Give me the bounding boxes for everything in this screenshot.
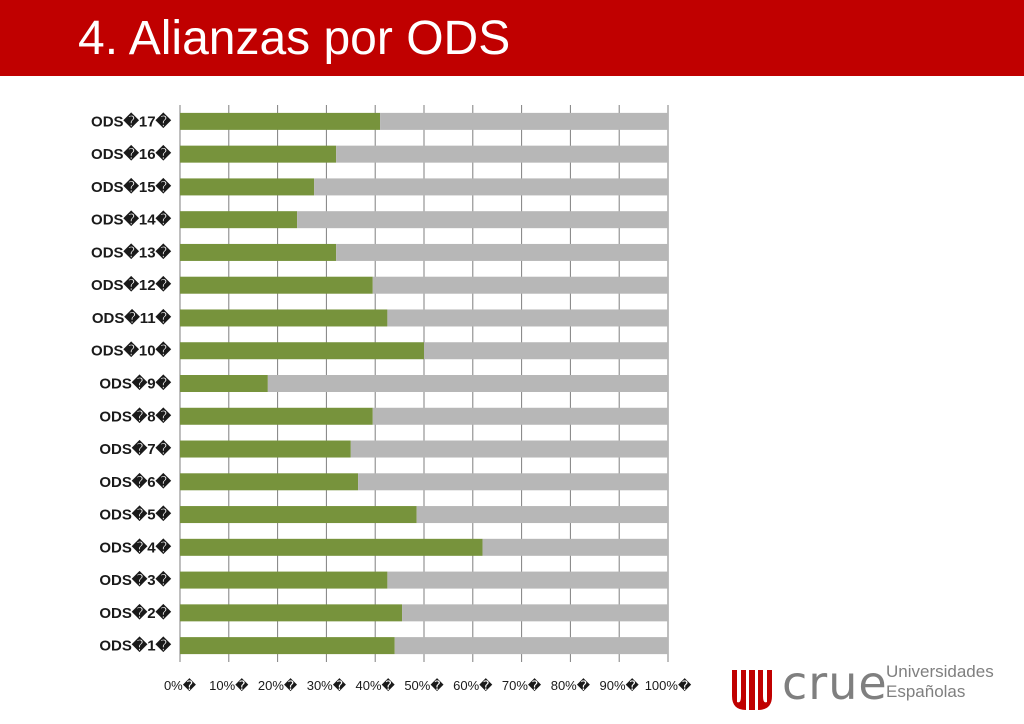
bar-series1-3: [180, 571, 388, 589]
bar-series1-8: [180, 407, 373, 425]
crue-subtitle-line1: Universidades: [886, 662, 994, 681]
bar-series1-17: [180, 112, 381, 130]
x-tick-label-2: 20%�: [258, 678, 298, 693]
bar-series1-14: [180, 211, 298, 229]
bar-series2-11: [387, 309, 668, 327]
bar-series2-7: [350, 440, 668, 458]
y-tick-label-5: ODS�5�: [99, 505, 171, 524]
x-tick-label-4: 40%�: [356, 678, 396, 693]
bar-series1-10: [180, 342, 424, 360]
bar-series1-2: [180, 604, 403, 622]
bar-series1-11: [180, 309, 388, 327]
x-tick-label-9: 90%�: [600, 678, 640, 693]
y-tick-label-6: ODS�6�: [99, 472, 171, 491]
x-tick-label-7: 70%�: [502, 678, 542, 693]
bar-series2-14: [297, 211, 668, 229]
bar-series2-13: [336, 243, 668, 261]
crue-wordmark: crue: [782, 656, 888, 710]
y-tick-label-16: ODS�16�: [91, 144, 172, 163]
bar-series2-5: [416, 506, 668, 524]
y-tick-label-17: ODS�17�: [91, 111, 172, 130]
bar-series1-1: [180, 637, 395, 655]
crue-mark-icon: [732, 670, 772, 710]
crue-subtitle: Universidades Españolas: [886, 662, 994, 702]
bar-series2-6: [358, 473, 668, 491]
y-tick-label-13: ODS�13�: [91, 242, 172, 261]
bar-series2-15: [314, 178, 668, 196]
y-tick-label-11: ODS�11�: [92, 308, 172, 327]
x-tick-label-1: 10%�: [209, 678, 249, 693]
y-tick-label-14: ODS�14�: [91, 210, 172, 229]
y-tick-label-4: ODS�4�: [99, 537, 171, 556]
x-tick-label-0: 0%�: [164, 678, 197, 693]
bar-series1-4: [180, 538, 483, 556]
y-tick-label-12: ODS�12�: [91, 275, 172, 294]
bar-series1-13: [180, 243, 337, 261]
bar-series1-5: [180, 506, 417, 524]
bar-series1-15: [180, 178, 315, 196]
bar-series1-16: [180, 145, 337, 163]
bar-series1-9: [180, 375, 268, 392]
y-tick-label-9: ODS�9�: [99, 374, 171, 393]
bar-series2-2: [402, 604, 668, 622]
y-tick-label-8: ODS�8�: [99, 406, 171, 425]
bar-series1-7: [180, 440, 351, 458]
y-tick-label-15: ODS�15�: [91, 177, 172, 196]
bar-series1-6: [180, 473, 359, 491]
bar-series2-4: [482, 538, 668, 556]
bar-series2-8: [372, 407, 668, 425]
bar-series2-17: [380, 112, 668, 130]
bar-series2-10: [424, 342, 668, 360]
x-tick-label-6: 60%�: [453, 678, 493, 693]
x-tick-label-8: 80%�: [551, 678, 591, 693]
bar-series2-16: [336, 145, 668, 163]
bar-series2-9: [267, 375, 668, 392]
y-tick-label-10: ODS�10�: [91, 341, 172, 360]
crue-logo: crue Universidades Españolas: [730, 656, 1000, 712]
page-title: 4. Alianzas por ODS: [78, 12, 511, 65]
y-tick-label-3: ODS�3�: [99, 570, 171, 589]
x-tick-label-10: 100%�: [645, 678, 692, 693]
bar-series2-3: [387, 571, 668, 589]
bar-series2-12: [372, 276, 668, 294]
x-tick-label-3: 30%�: [307, 678, 347, 693]
title-bar: 4. Alianzas por ODS: [0, 0, 1024, 76]
y-tick-label-1: ODS�1�: [99, 636, 171, 655]
bar-series1-12: [180, 276, 373, 294]
crue-subtitle-line2: Españolas: [886, 682, 966, 701]
y-tick-label-7: ODS�7�: [99, 439, 171, 458]
x-tick-label-5: 50%�: [404, 678, 444, 693]
y-tick-label-2: ODS�2�: [99, 603, 171, 622]
bar-series2-1: [394, 637, 668, 655]
